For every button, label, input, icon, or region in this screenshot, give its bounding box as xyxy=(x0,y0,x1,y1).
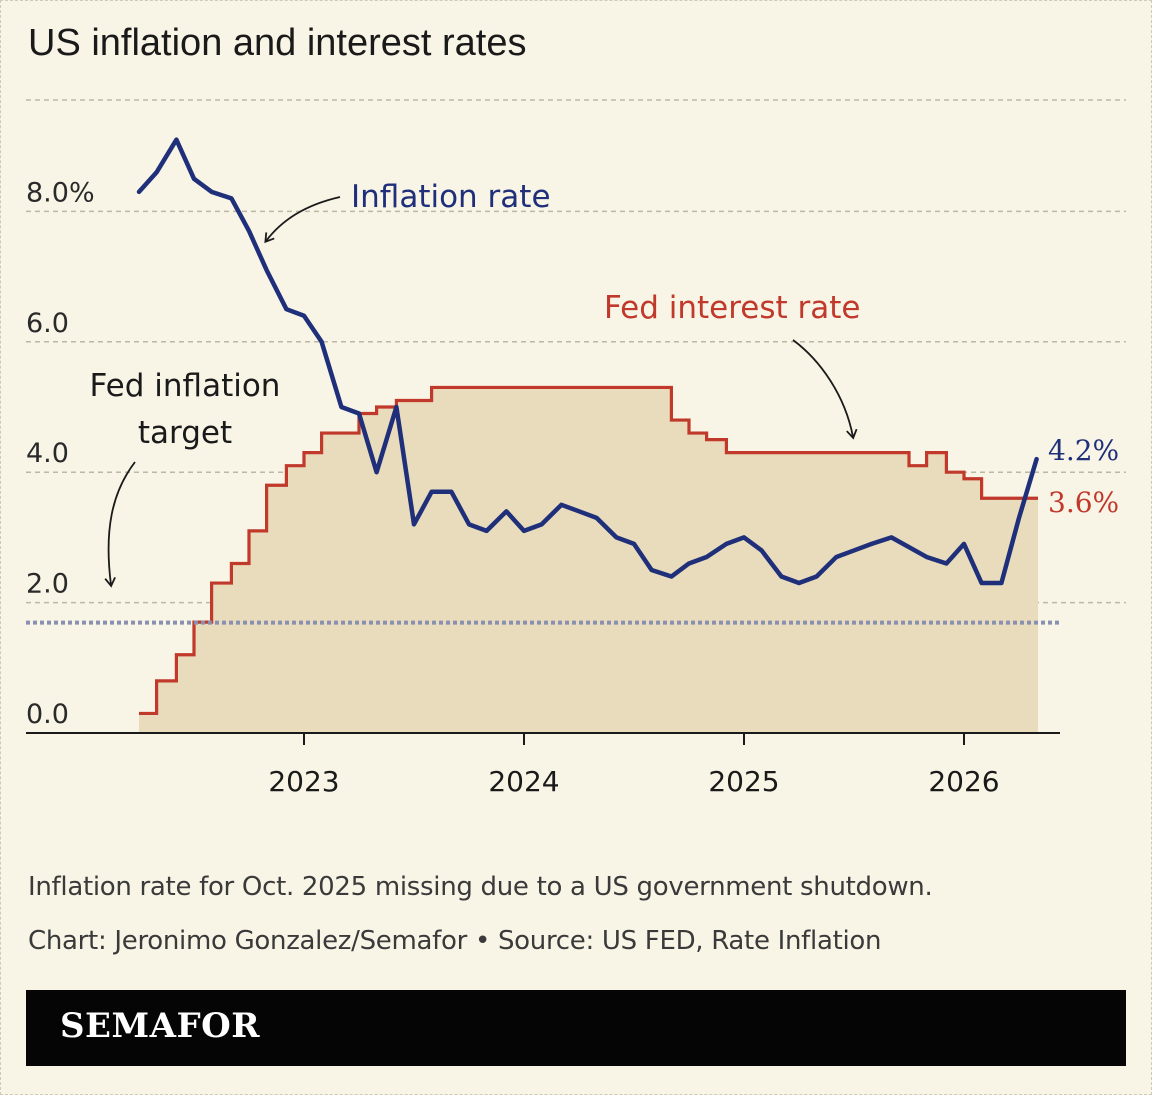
y-tick-label: 4.0 xyxy=(26,438,69,469)
inflation-annotation-arrow xyxy=(264,196,341,244)
y-tick-label: 0.0 xyxy=(26,699,69,730)
fed-rate-annotation: Fed interest rate xyxy=(604,290,861,326)
y-tick-label: 8.0% xyxy=(26,177,95,208)
axes: 0.0 2.0 4.0 6.0 8.0% 2023 2024 2025 2026 xyxy=(26,177,1060,798)
x-tick-label: 2026 xyxy=(928,765,999,798)
x-tick-label: 2025 xyxy=(708,765,779,798)
annotations: 4.2% 3.6% Inflation rate Fed interest rate F… xyxy=(90,179,1119,588)
footnote: Inflation rate for Oct. 2025 missing due… xyxy=(28,872,933,902)
inflation-annotation: Inflation rate xyxy=(351,179,551,215)
chart-title: US inflation and interest rates xyxy=(28,22,527,64)
brand-logo: SEMAFOR xyxy=(60,1006,260,1046)
target-annotation-line-1: Fed inflation xyxy=(90,368,281,404)
x-tick-label: 2023 xyxy=(268,765,339,798)
source-credit: Chart: Jeronimo Gonzalez/Semafor • Sourc… xyxy=(28,926,882,956)
y-tick-label: 6.0 xyxy=(26,308,69,339)
y-tick-label: 2.0 xyxy=(26,569,69,600)
fed-rate-annotation-arrow xyxy=(792,339,858,440)
fed-rate-area xyxy=(139,387,1038,733)
target-annotation-arrow xyxy=(104,461,136,588)
fed-rate-line xyxy=(139,385,1038,716)
x-tick-label: 2024 xyxy=(488,765,559,798)
chart-svg: 0.0 2.0 4.0 6.0 8.0% 2023 2024 2025 2026 4.2% 3.6… xyxy=(26,99,1126,798)
fed-rate-end-label: 3.6% xyxy=(1048,486,1119,519)
target-annotation-line-2: target xyxy=(138,415,232,451)
series-layer xyxy=(26,137,1060,716)
fed-rate-area-layer xyxy=(139,387,1038,733)
inflation-end-label: 4.2% xyxy=(1048,434,1119,467)
inflation-line xyxy=(136,137,1039,586)
brand-footer: SEMAFOR xyxy=(26,990,1126,1066)
